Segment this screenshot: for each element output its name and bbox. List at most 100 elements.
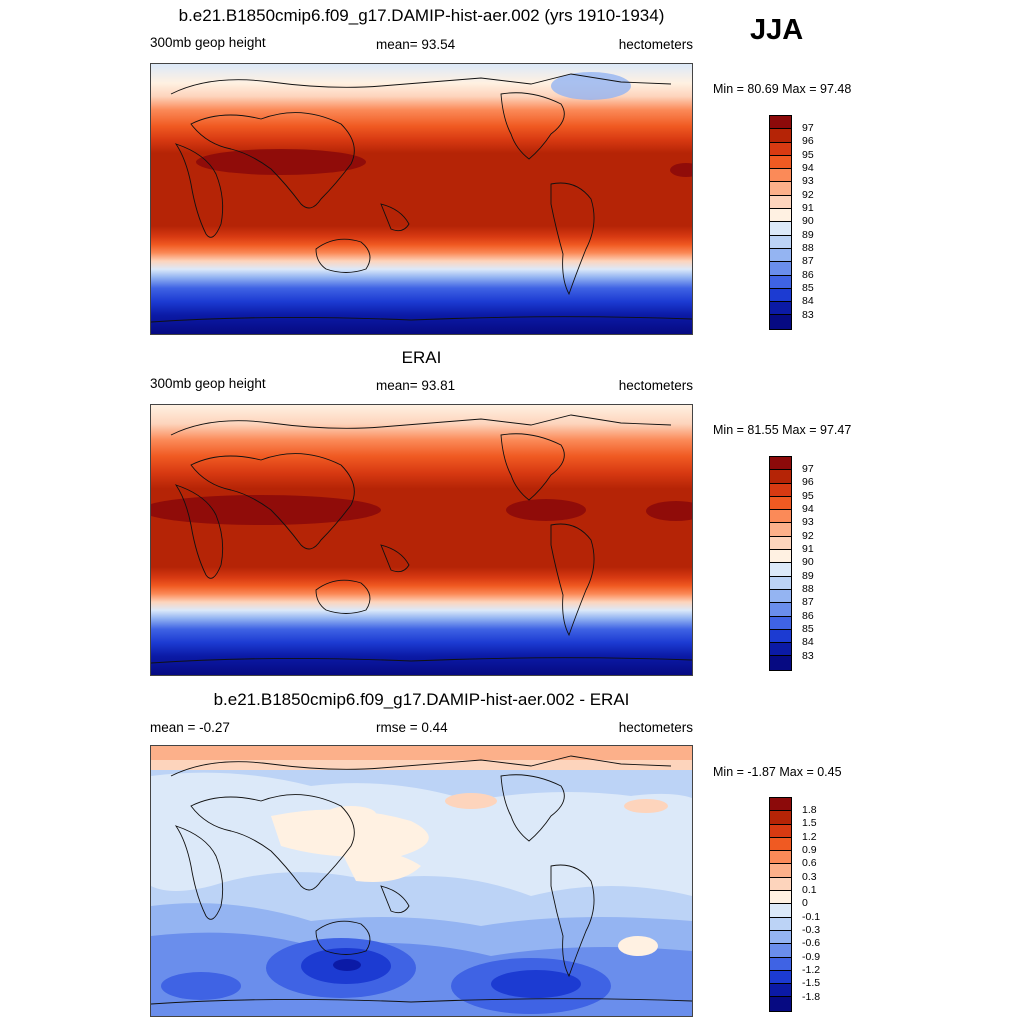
panel2-title: ERAI [401, 348, 442, 367]
panel3-minmax-label: Min = -1.87 Max = 0.45 [713, 765, 842, 779]
colorbar-swatch [770, 248, 791, 263]
panel3-mean-label: mean = -0.27 [150, 720, 230, 735]
panel2-variable-label: 300mb geop height [150, 376, 266, 391]
colorbar-swatch [770, 129, 791, 143]
colorbar-swatch [770, 997, 791, 1011]
panel2-contour-field [151, 405, 692, 675]
panel3-cb-label: -0.1 [802, 911, 821, 923]
panel1-cb-label: 90 [802, 215, 814, 227]
colorbar-swatch [770, 643, 791, 657]
panel1-cb-label: 91 [802, 202, 814, 214]
colorbar-swatch [770, 470, 791, 484]
colorbar-swatch [770, 824, 791, 838]
panel3-units-label: hectometers [618, 720, 693, 735]
panel1-cb-label: 96 [802, 135, 814, 147]
colorbar-swatch [770, 629, 791, 644]
panel2-cb-label: 84 [802, 636, 814, 648]
panel1-cb-label: 92 [802, 189, 814, 201]
colorbar-swatch [770, 811, 791, 825]
colorbar-swatch [770, 302, 791, 316]
colorbar-swatch [770, 235, 791, 249]
panel3-cb-label: -1.8 [802, 991, 821, 1003]
panel3-map [150, 745, 693, 1017]
panel2-cb-label: 83 [802, 650, 814, 662]
colorbar-swatch [770, 222, 791, 236]
panel2-cb-label: 93 [802, 516, 814, 528]
panel2-coastlines [151, 414, 692, 664]
colorbar-swatch [770, 182, 791, 196]
panel2-cb-label: 89 [802, 570, 814, 582]
colorbar-swatch [770, 116, 791, 130]
panel3-rmse-label: rmse = 0.44 [376, 720, 448, 735]
panel3-cb-label: -0.9 [802, 951, 821, 963]
panel3-cb-label: -0.6 [802, 937, 821, 949]
colorbar-swatch [770, 944, 791, 958]
panel3-contour-field [151, 746, 692, 1016]
colorbar-swatch [770, 616, 791, 630]
panel3-cb-label: 0.1 [802, 884, 817, 896]
colorbar-swatch [770, 209, 791, 223]
colorbar-swatch [770, 957, 791, 971]
panel1-coastlines [151, 73, 692, 323]
panel1-contour-field [151, 64, 692, 334]
colorbar-swatch [770, 563, 791, 577]
panel2-cb-label: 88 [802, 583, 814, 595]
colorbar-swatch [770, 550, 791, 564]
panel2-cb-label: 86 [802, 610, 814, 622]
colorbar-swatch [770, 275, 791, 289]
panel3-cb-label: -0.3 [802, 924, 821, 936]
panel1-cb-label: 87 [802, 255, 814, 267]
colorbar-swatch [770, 496, 791, 511]
panel3-cb-label: 0.6 [802, 857, 817, 869]
panel1-cb-label: 85 [802, 282, 814, 294]
colorbar-swatch [770, 970, 791, 985]
colorbar-swatch [770, 851, 791, 865]
panel1-cb-label: 88 [802, 242, 814, 254]
colorbar-swatch [770, 837, 791, 852]
panel1-cb-label: 93 [802, 175, 814, 187]
colorbar-swatch [770, 483, 791, 497]
panel1-cb-label: 94 [802, 162, 814, 174]
colorbar-swatch [770, 891, 791, 905]
panel2-mean-label: mean= 93.81 [376, 378, 456, 393]
panel3-cb-label: -1.5 [802, 977, 821, 989]
panel3-coastlines [151, 755, 692, 1005]
panel1-colorbar [769, 115, 792, 330]
panel1-title: b.e21.B1850cmip6.f09_g17.DAMIP-hist-aer.… [178, 6, 665, 25]
panel2-map [150, 404, 693, 676]
panel1-cb-label: 86 [802, 269, 814, 281]
panel1-cb-label: 95 [802, 149, 814, 161]
panel1-map [150, 63, 693, 335]
panel2-cb-label: 96 [802, 476, 814, 488]
panel1-minmax-label: Min = 80.69 Max = 97.48 [713, 82, 852, 96]
colorbar-swatch [770, 589, 791, 604]
panel3-cb-label: -1.2 [802, 964, 821, 976]
panel3-cb-label: 0 [802, 897, 808, 909]
panel2-cb-label: 87 [802, 596, 814, 608]
colorbar-swatch [770, 315, 791, 329]
panel1-cb-label: 97 [802, 122, 814, 134]
colorbar-swatch [770, 288, 791, 303]
colorbar-swatch [770, 523, 791, 537]
panel2-cb-label: 95 [802, 490, 814, 502]
colorbar-swatch [770, 603, 791, 617]
panel2-cb-label: 97 [802, 463, 814, 475]
panel2-units-label: hectometers [618, 378, 693, 393]
colorbar-swatch [770, 656, 791, 670]
colorbar-swatch [770, 984, 791, 998]
colorbar-swatch [770, 930, 791, 945]
panel1-cb-label: 83 [802, 309, 814, 321]
panel3-title: b.e21.B1850cmip6.f09_g17.DAMIP-hist-aer.… [213, 690, 630, 709]
panel1-variable-label: 300mb geop height [150, 35, 266, 50]
colorbar-swatch [770, 576, 791, 590]
panel3-cb-label: 1.2 [802, 831, 817, 843]
panel3-cb-label: 1.5 [802, 817, 817, 829]
colorbar-swatch [770, 917, 791, 931]
panel2-cb-label: 90 [802, 556, 814, 568]
colorbar-swatch [770, 877, 791, 892]
season-label: JJA [750, 14, 804, 46]
colorbar-swatch [770, 169, 791, 183]
panel2-cb-label: 94 [802, 503, 814, 515]
colorbar-swatch [770, 536, 791, 551]
colorbar-swatch [770, 457, 791, 471]
